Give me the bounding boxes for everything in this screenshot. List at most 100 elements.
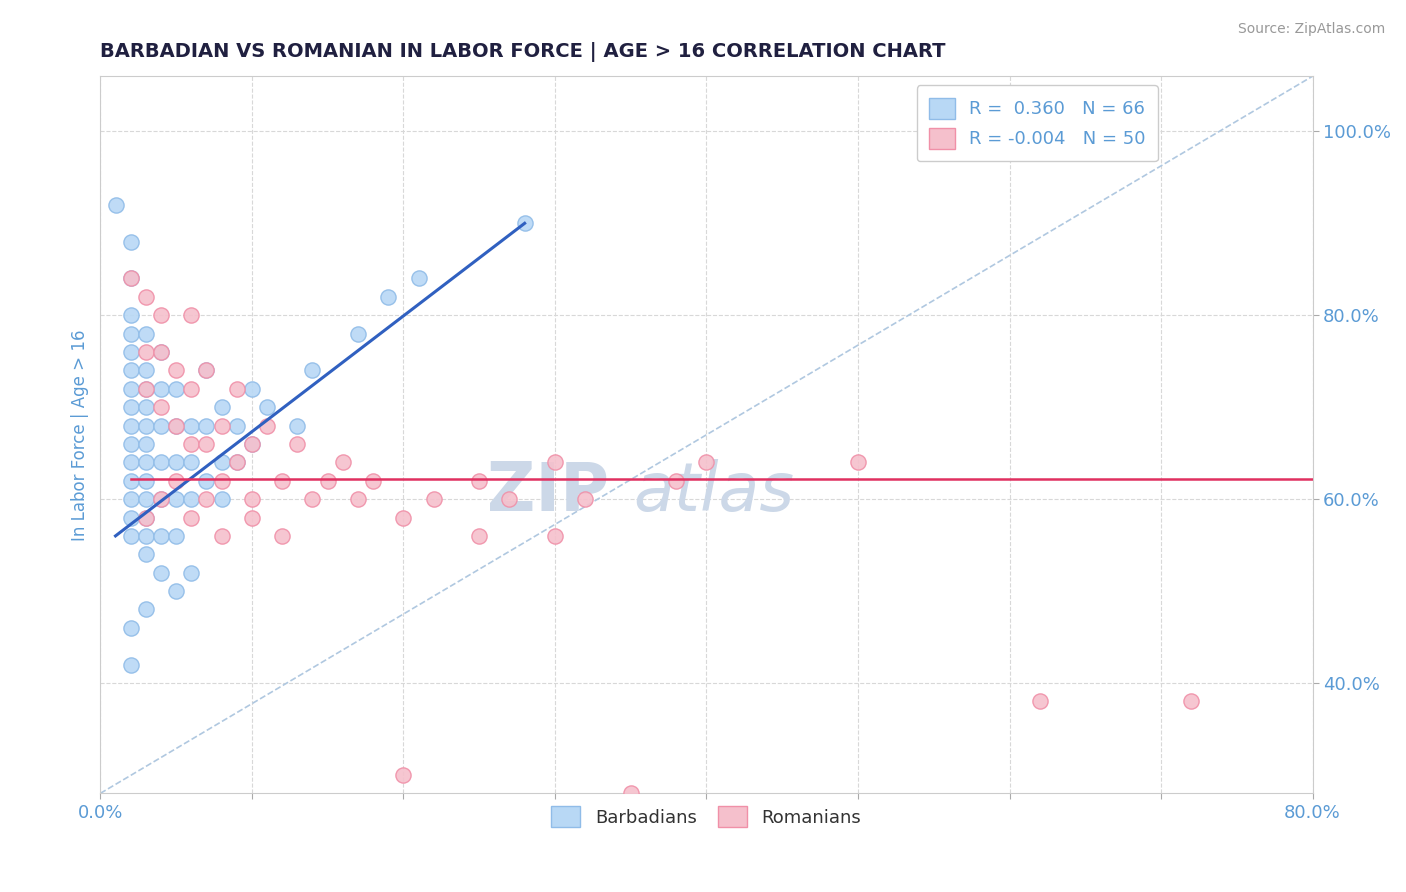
Point — [120, 382, 142, 396]
Point — [392, 510, 415, 524]
Point — [195, 418, 218, 433]
Point — [195, 474, 218, 488]
Point — [498, 492, 520, 507]
Point — [180, 566, 202, 580]
Point — [135, 602, 157, 616]
Point — [135, 400, 157, 414]
Point — [165, 382, 187, 396]
Point — [135, 510, 157, 524]
Legend: Barbadians, Romanians: Barbadians, Romanians — [544, 799, 869, 835]
Point — [180, 455, 202, 469]
Point — [149, 418, 172, 433]
Point — [149, 455, 172, 469]
Point — [285, 437, 308, 451]
Point — [1180, 694, 1202, 708]
Point — [149, 400, 172, 414]
Point — [316, 805, 339, 819]
Point — [120, 657, 142, 672]
Point — [195, 492, 218, 507]
Point — [513, 216, 536, 230]
Point — [240, 382, 263, 396]
Point — [120, 271, 142, 285]
Point — [120, 271, 142, 285]
Text: ZIP: ZIP — [488, 459, 609, 525]
Point — [135, 529, 157, 543]
Point — [165, 474, 187, 488]
Text: atlas: atlas — [634, 459, 794, 525]
Point — [195, 363, 218, 377]
Point — [120, 235, 142, 249]
Point — [301, 363, 323, 377]
Point — [149, 345, 172, 359]
Point — [120, 400, 142, 414]
Point — [120, 308, 142, 322]
Point — [620, 786, 643, 800]
Point — [332, 455, 354, 469]
Point — [120, 437, 142, 451]
Point — [361, 474, 384, 488]
Point — [240, 492, 263, 507]
Point — [347, 326, 370, 341]
Point — [149, 529, 172, 543]
Point — [135, 290, 157, 304]
Y-axis label: In Labor Force | Age > 16: In Labor Force | Age > 16 — [72, 329, 89, 541]
Point — [256, 418, 278, 433]
Point — [149, 492, 172, 507]
Point — [574, 492, 596, 507]
Point — [120, 492, 142, 507]
Point — [135, 492, 157, 507]
Point — [120, 529, 142, 543]
Point — [135, 326, 157, 341]
Point — [225, 455, 247, 469]
Point — [120, 474, 142, 488]
Point — [165, 492, 187, 507]
Point — [544, 455, 567, 469]
Point — [165, 363, 187, 377]
Point — [149, 345, 172, 359]
Point — [377, 290, 399, 304]
Point — [180, 510, 202, 524]
Point — [180, 382, 202, 396]
Point — [240, 437, 263, 451]
Point — [1029, 694, 1052, 708]
Point — [120, 363, 142, 377]
Point — [392, 768, 415, 782]
Point — [422, 492, 444, 507]
Point — [180, 418, 202, 433]
Point — [104, 198, 127, 212]
Point — [211, 529, 233, 543]
Point — [135, 345, 157, 359]
Point — [135, 547, 157, 561]
Point — [120, 621, 142, 635]
Point — [165, 418, 187, 433]
Point — [165, 418, 187, 433]
Point — [180, 437, 202, 451]
Point — [211, 474, 233, 488]
Point — [211, 492, 233, 507]
Point — [135, 474, 157, 488]
Point — [468, 474, 491, 488]
Text: BARBADIAN VS ROMANIAN IN LABOR FORCE | AGE > 16 CORRELATION CHART: BARBADIAN VS ROMANIAN IN LABOR FORCE | A… — [100, 42, 946, 62]
Point — [149, 382, 172, 396]
Point — [347, 492, 370, 507]
Point — [149, 308, 172, 322]
Point — [271, 474, 294, 488]
Point — [120, 455, 142, 469]
Point — [135, 510, 157, 524]
Point — [135, 363, 157, 377]
Point — [256, 400, 278, 414]
Point — [165, 529, 187, 543]
Point — [120, 510, 142, 524]
Point — [240, 510, 263, 524]
Point — [165, 584, 187, 599]
Point — [180, 492, 202, 507]
Point — [240, 437, 263, 451]
Point — [211, 400, 233, 414]
Point — [120, 418, 142, 433]
Point — [149, 492, 172, 507]
Point — [135, 455, 157, 469]
Point — [225, 455, 247, 469]
Point — [285, 418, 308, 433]
Point — [135, 382, 157, 396]
Point — [225, 418, 247, 433]
